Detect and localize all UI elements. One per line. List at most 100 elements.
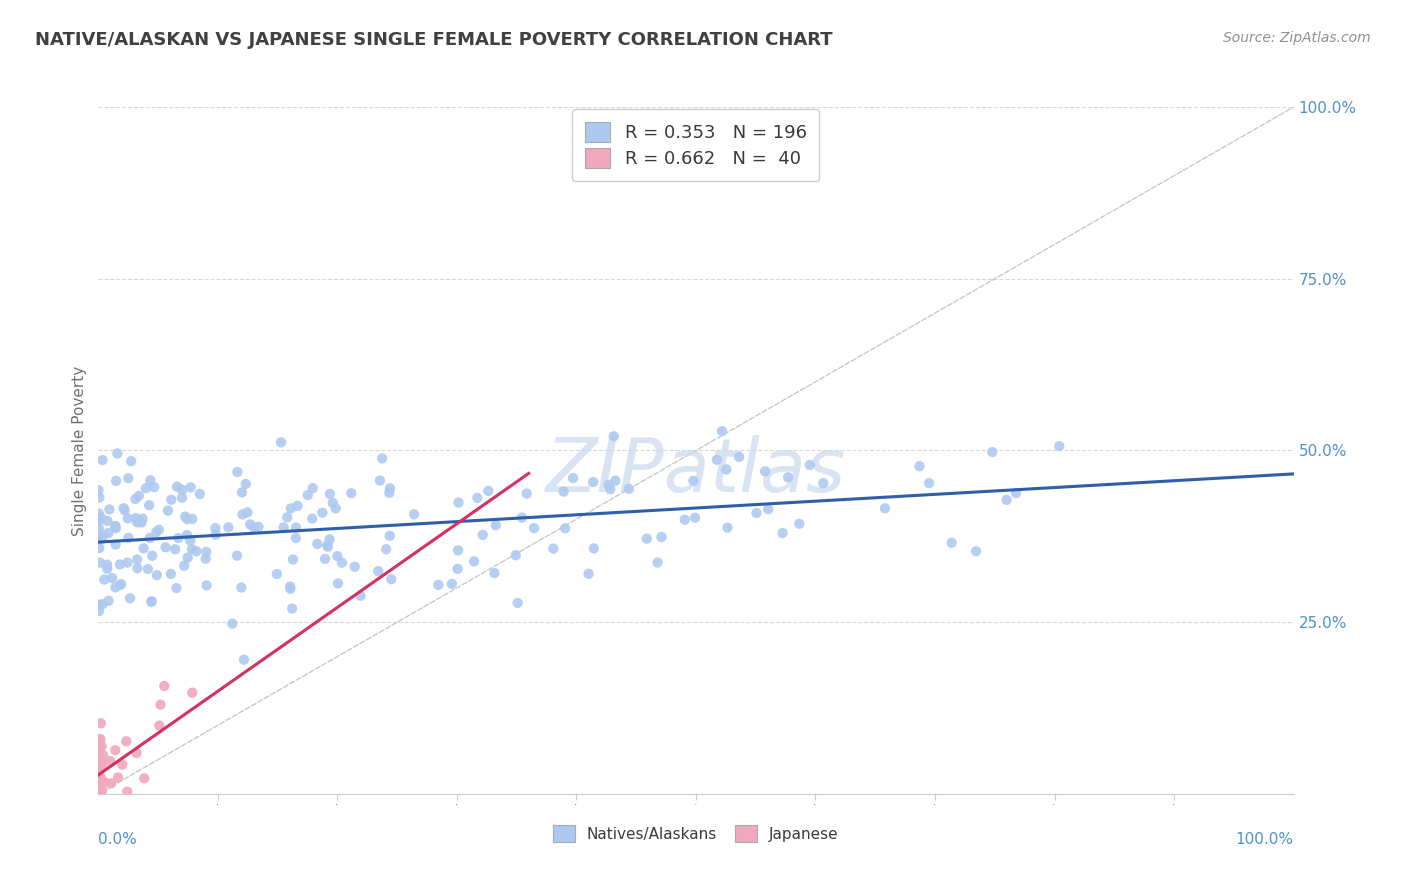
Point <box>141 549 163 563</box>
Point <box>176 512 198 526</box>
Point <box>120 454 142 468</box>
Point <box>104 538 127 552</box>
Point <box>132 541 155 556</box>
Point <box>233 653 256 667</box>
Point <box>91 760 114 774</box>
Point <box>243 520 266 534</box>
Point <box>131 516 153 530</box>
Point <box>90 533 112 547</box>
Point <box>582 541 605 556</box>
Point <box>181 512 204 526</box>
Point <box>101 571 124 585</box>
Point <box>87 598 110 612</box>
Point <box>136 562 159 576</box>
Point <box>165 581 187 595</box>
Point <box>239 517 262 532</box>
Point <box>278 580 301 594</box>
Point <box>91 597 114 611</box>
Point <box>91 755 114 769</box>
Point <box>90 529 112 543</box>
Point <box>287 499 309 513</box>
Point <box>745 506 768 520</box>
Point <box>170 491 193 505</box>
Point <box>756 502 779 516</box>
Point <box>107 771 129 785</box>
Point <box>273 520 295 534</box>
Point <box>117 531 139 545</box>
Point <box>297 488 319 502</box>
Point <box>330 556 353 570</box>
Point <box>485 518 508 533</box>
Point <box>349 589 371 603</box>
Point <box>110 577 132 591</box>
Point <box>117 556 139 570</box>
Point <box>467 491 489 505</box>
Point <box>266 566 288 581</box>
Point <box>87 782 110 797</box>
Point <box>603 429 626 443</box>
Point <box>440 577 463 591</box>
Text: 0.0%: 0.0% <box>98 831 138 847</box>
Point <box>285 520 308 534</box>
Point <box>447 543 470 558</box>
Point <box>307 537 329 551</box>
Point <box>94 775 117 789</box>
Point <box>280 582 302 596</box>
Point <box>87 806 110 821</box>
Point <box>326 549 349 563</box>
Point <box>108 558 131 572</box>
Point <box>90 716 112 731</box>
Point <box>180 542 202 557</box>
Point <box>471 528 494 542</box>
Point <box>87 483 110 497</box>
Point <box>87 521 110 535</box>
Point <box>231 508 253 522</box>
Point <box>404 508 426 522</box>
Point <box>97 593 120 607</box>
Point <box>446 562 468 576</box>
Point <box>650 530 672 544</box>
Point <box>484 566 506 581</box>
Point <box>319 487 342 501</box>
Point <box>523 521 546 535</box>
Point <box>104 519 127 533</box>
Point <box>965 544 987 558</box>
Point <box>127 516 149 530</box>
Point <box>605 474 627 488</box>
Point <box>148 718 170 732</box>
Point <box>510 510 533 524</box>
Point <box>716 520 738 534</box>
Point <box>117 784 139 798</box>
Point <box>160 567 183 582</box>
Point <box>141 594 163 608</box>
Point <box>89 741 111 756</box>
Point <box>87 763 110 777</box>
Text: NATIVE/ALASKAN VS JAPANESE SINGLE FEMALE POVERTY CORRELATION CHART: NATIVE/ALASKAN VS JAPANESE SINGLE FEMALE… <box>35 31 832 49</box>
Point <box>89 732 111 747</box>
Point <box>325 501 347 516</box>
Point <box>505 548 527 562</box>
Point <box>104 519 127 533</box>
Point <box>87 514 110 528</box>
Point <box>138 498 160 512</box>
Point <box>90 784 112 798</box>
Point <box>87 604 110 618</box>
Point <box>128 805 150 819</box>
Point <box>647 556 669 570</box>
Point <box>204 521 226 535</box>
Point <box>941 536 963 550</box>
Point <box>231 581 253 595</box>
Point <box>176 550 198 565</box>
Point <box>1005 486 1028 500</box>
Point <box>115 734 138 748</box>
Point <box>110 578 132 592</box>
Point <box>89 541 111 555</box>
Point <box>91 748 114 763</box>
Point <box>135 481 157 495</box>
Point <box>104 521 127 535</box>
Point <box>179 533 201 548</box>
Point <box>117 471 139 485</box>
Point <box>98 754 121 768</box>
Point <box>276 510 298 524</box>
Point <box>226 465 249 479</box>
